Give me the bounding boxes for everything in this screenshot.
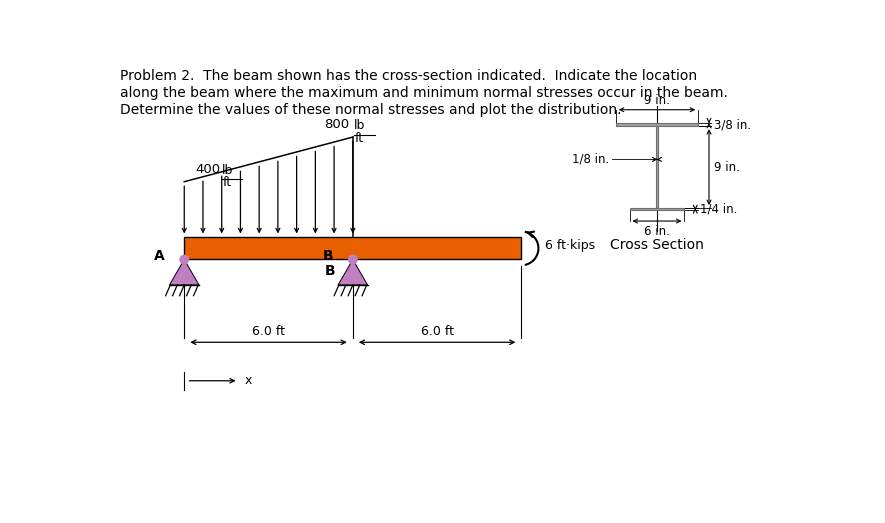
- Text: lb: lb: [354, 119, 366, 132]
- Polygon shape: [338, 259, 367, 285]
- Text: 6.0 ft: 6.0 ft: [420, 325, 454, 338]
- Text: 400: 400: [196, 163, 220, 176]
- Text: ft: ft: [354, 132, 364, 145]
- Bar: [184, 237, 521, 259]
- Text: 6 ft·kips: 6 ft·kips: [544, 239, 595, 252]
- Text: lb: lb: [222, 164, 234, 177]
- Polygon shape: [170, 259, 199, 285]
- Text: 9 in.: 9 in.: [644, 94, 670, 107]
- Bar: [616, 123, 698, 126]
- Text: 6.0 ft: 6.0 ft: [252, 325, 285, 338]
- Text: B: B: [325, 264, 335, 278]
- Text: Determine the values of these normal stresses and plot the distribution.: Determine the values of these normal str…: [120, 103, 621, 117]
- Text: 800: 800: [324, 118, 349, 131]
- Text: Problem 2.  The beam shown has the cross-section indicated.  Indicate the locati: Problem 2. The beam shown has the cross-…: [120, 69, 697, 83]
- Text: 1/4 in.: 1/4 in.: [700, 202, 737, 215]
- Circle shape: [180, 255, 189, 264]
- Text: x: x: [244, 374, 252, 387]
- Text: A: A: [154, 248, 165, 263]
- Bar: [657, 126, 658, 208]
- Text: Cross Section: Cross Section: [610, 238, 704, 252]
- Bar: [629, 208, 684, 210]
- Text: 1/8 in.: 1/8 in.: [573, 153, 610, 166]
- Circle shape: [349, 255, 357, 264]
- Text: 6 in.: 6 in.: [644, 225, 670, 238]
- Text: B: B: [323, 248, 334, 263]
- Text: 3/8 in.: 3/8 in.: [713, 118, 750, 131]
- Text: 9 in.: 9 in.: [713, 161, 740, 174]
- Text: ft: ft: [222, 176, 231, 189]
- Text: along the beam where the maximum and minimum normal stresses occur in the beam.: along the beam where the maximum and min…: [120, 86, 727, 100]
